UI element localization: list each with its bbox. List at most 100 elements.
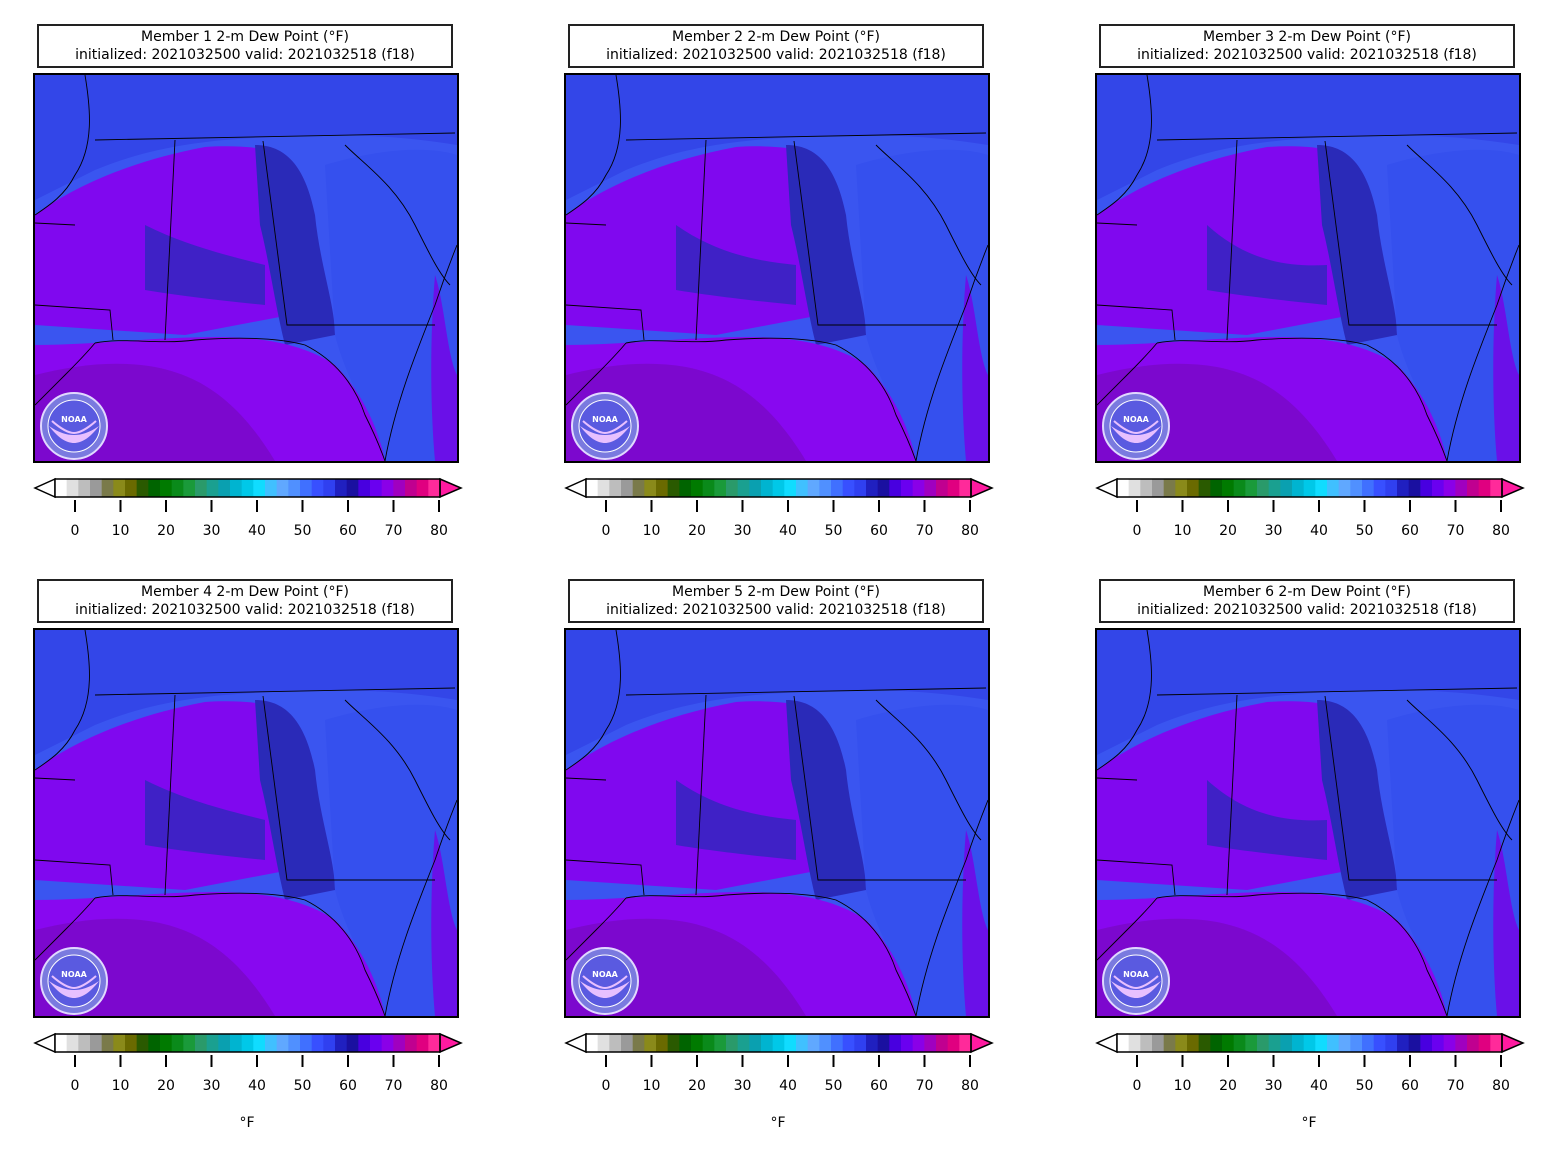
colorbar-tick-label: 0 [601,523,611,539]
colorbar-tick-label: 70 [1446,523,1465,539]
colorbar [564,476,994,500]
dew-point-map: NOAA [1095,73,1521,463]
colorbar-tick-label: 0 [70,1078,80,1094]
panel-title: Member 6 2-m Dew Point (°F) [1203,584,1411,600]
colorbar-tick-label: 60 [870,523,888,539]
noaa-logo-icon: NOAA [1101,946,1171,1016]
colorbar-ticks: 0 10 20 30 40 50 60 70 80 [1095,500,1525,540]
dew-point-map: NOAA [33,73,459,463]
colorbar-tick-label: 30 [1264,523,1283,539]
dew-point-map: NOAA [564,628,990,1018]
noaa-logo-text: NOAA [1123,970,1149,979]
colorbar-tick-label: 10 [642,1078,661,1094]
colorbar-tick-label: 0 [601,1078,611,1094]
colorbar-tick-label: 70 [384,523,403,539]
colorbar [33,476,463,500]
panel-title-box: Member 6 2-m Dew Point (°F) initialized: … [1099,579,1515,623]
colorbar-tick-label: 60 [339,523,357,539]
colorbar-tick-label: 50 [824,1078,843,1094]
colorbar-tick-label: 30 [1264,1078,1283,1094]
panel-subtitle: initialized: 2021032500 valid: 202103251… [606,47,946,63]
colorbar-ticks: 0 10 20 30 40 50 60 70 80 [33,500,463,540]
colorbar-tick-label: 0 [1132,523,1142,539]
colorbar [33,1031,463,1055]
colorbar-tick-label: 20 [1219,1078,1237,1094]
noaa-logo-icon: NOAA [1101,391,1171,461]
colorbar-tick-label: 40 [248,523,266,539]
colorbar-tick-label: 60 [339,1078,357,1094]
colorbar-unit-label: °F [1301,1115,1317,1131]
colorbar-tick-label: 70 [384,1078,403,1094]
colorbar-tick-label: 0 [1132,1078,1142,1094]
colorbar-tick-label: 30 [733,523,752,539]
colorbar-tick-label: 30 [733,1078,752,1094]
colorbar-tick-label: 40 [779,1078,797,1094]
colorbar-tick-label: 20 [688,523,706,539]
colorbar-tick-label: 70 [1446,1078,1465,1094]
colorbar-tick-label: 20 [1219,523,1237,539]
panel-subtitle: initialized: 2021032500 valid: 202103251… [1137,47,1477,63]
colorbar-tick-label: 40 [1310,523,1328,539]
colorbar [1095,1031,1525,1055]
colorbar-tick-label: 50 [293,523,312,539]
panel-subtitle: initialized: 2021032500 valid: 202103251… [75,47,415,63]
colorbar-tick-label: 50 [1355,523,1374,539]
panel-title-box: Member 1 2-m Dew Point (°F) initialized: … [37,24,453,68]
colorbar-tick-label: 20 [688,1078,706,1094]
noaa-logo-icon: NOAA [570,391,640,461]
colorbar-ticks: 0 10 20 30 40 50 60 70 80 [1095,1055,1525,1095]
panel-title: Member 4 2-m Dew Point (°F) [141,584,349,600]
colorbar-tick-label: 20 [157,523,175,539]
colorbar-tick-label: 20 [157,1078,175,1094]
panel-subtitle: initialized: 2021032500 valid: 202103251… [1137,602,1477,618]
colorbar-tick-label: 70 [915,523,934,539]
colorbar-ticks: 0 10 20 30 40 50 60 70 80 [564,500,994,540]
colorbar-tick-label: 60 [870,1078,888,1094]
noaa-logo-icon: NOAA [39,391,109,461]
colorbar-tick-label: 80 [961,523,979,539]
colorbar-tick-label: 40 [1310,1078,1328,1094]
colorbar-tick-label: 80 [430,1078,448,1094]
colorbar-tick-label: 10 [111,1078,130,1094]
colorbar-tick-label: 80 [961,1078,979,1094]
panel-subtitle: initialized: 2021032500 valid: 202103251… [75,602,415,618]
colorbar-unit-label: °F [239,1115,255,1131]
panel-title: Member 2 2-m Dew Point (°F) [672,29,880,45]
noaa-logo-icon: NOAA [570,946,640,1016]
colorbar-tick-label: 80 [430,523,448,539]
panel-title-box: Member 4 2-m Dew Point (°F) initialized: … [37,579,453,623]
panel-title: Member 1 2-m Dew Point (°F) [141,29,349,45]
panel-title: Member 5 2-m Dew Point (°F) [672,584,880,600]
colorbar-tick-label: 0 [70,523,80,539]
colorbar-tick-label: 10 [1173,523,1192,539]
panel-subtitle: initialized: 2021032500 valid: 202103251… [606,602,946,618]
colorbar-tick-label: 10 [1173,1078,1192,1094]
colorbar-tick-label: 40 [779,523,797,539]
colorbar-ticks: 0 10 20 30 40 50 60 70 80 [33,1055,463,1095]
panel-title: Member 3 2-m Dew Point (°F) [1203,29,1411,45]
noaa-logo-icon: NOAA [39,946,109,1016]
colorbar-tick-label: 40 [248,1078,266,1094]
noaa-logo-text: NOAA [592,415,618,424]
colorbar [1095,476,1525,500]
colorbar-unit-label: °F [770,1115,786,1131]
noaa-logo-text: NOAA [61,415,87,424]
noaa-logo-text: NOAA [61,970,87,979]
panel-title-box: Member 2 2-m Dew Point (°F) initialized: … [568,24,984,68]
colorbar-tick-label: 50 [824,523,843,539]
colorbar-tick-label: 60 [1401,523,1419,539]
colorbar [564,1031,994,1055]
colorbar-tick-label: 10 [642,523,661,539]
noaa-logo-text: NOAA [592,970,618,979]
panel-title-box: Member 3 2-m Dew Point (°F) initialized: … [1099,24,1515,68]
colorbar-tick-label: 80 [1492,523,1510,539]
colorbar-tick-label: 50 [293,1078,312,1094]
colorbar-ticks: 0 10 20 30 40 50 60 70 80 [564,1055,994,1095]
colorbar-tick-label: 70 [915,1078,934,1094]
colorbar-tick-label: 30 [202,523,221,539]
noaa-logo-text: NOAA [1123,415,1149,424]
colorbar-tick-label: 80 [1492,1078,1510,1094]
colorbar-tick-label: 30 [202,1078,221,1094]
colorbar-tick-label: 10 [111,523,130,539]
dew-point-map: NOAA [564,73,990,463]
